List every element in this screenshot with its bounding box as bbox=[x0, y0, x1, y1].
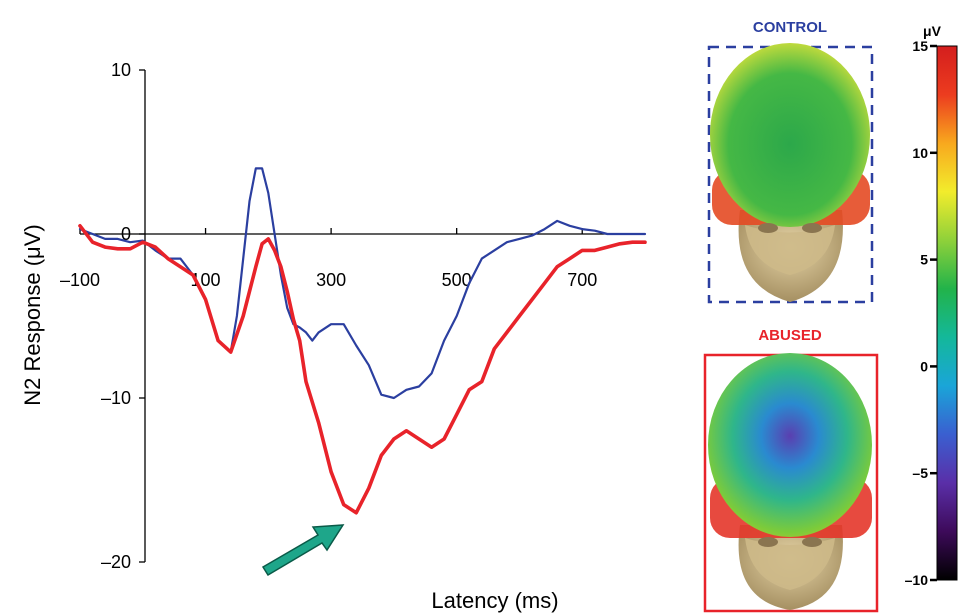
y-tick-label: –20 bbox=[101, 552, 131, 572]
abused-head-map bbox=[708, 353, 872, 610]
y-tick-label: –10 bbox=[101, 388, 131, 408]
y-tick-label: 0 bbox=[121, 224, 131, 244]
colorbar-tick-label: 15 bbox=[912, 38, 928, 54]
colorbar-tick-label: 5 bbox=[920, 252, 928, 268]
y-ticks: 10 0 –10 –20 bbox=[101, 60, 145, 572]
x-tick-label: –100 bbox=[60, 270, 100, 290]
control-head-panel: CONTROL bbox=[707, 19, 874, 304]
colorbar-tick-label: 10 bbox=[912, 145, 928, 161]
colorbar-gradient bbox=[936, 45, 958, 581]
control-head-map bbox=[710, 43, 870, 302]
colorbar: μV 15 10 5 0 –5 –10 bbox=[905, 23, 958, 588]
series-line-2 bbox=[78, 224, 647, 515]
annotation-arrow-shape bbox=[261, 524, 345, 577]
series-layer bbox=[78, 167, 647, 515]
x-tick-label: 300 bbox=[316, 270, 346, 290]
colorbar-ticks: 15 10 5 0 –5 –10 bbox=[905, 38, 937, 588]
colorbar-tick-label: 0 bbox=[920, 358, 928, 374]
control-frame bbox=[707, 45, 874, 304]
abused-label: ABUSED bbox=[758, 327, 822, 344]
series-line-1 bbox=[78, 167, 647, 400]
control-label: CONTROL bbox=[753, 19, 827, 36]
colorbar-tick-label: –5 bbox=[912, 465, 928, 481]
x-ticks: –100 100 300 500 700 bbox=[60, 228, 597, 290]
plot-axes: –100 100 300 500 700 100–10–20 bbox=[60, 60, 645, 572]
abused-head-panel: ABUSED bbox=[703, 327, 879, 613]
x-axis-title: Latency (ms) bbox=[431, 588, 558, 613]
x-tick-label: 700 bbox=[567, 270, 597, 290]
annotation-arrow bbox=[261, 524, 345, 577]
y-axis-title: N2 Response (μV) bbox=[20, 224, 45, 405]
x-tick-label: 500 bbox=[442, 270, 472, 290]
y-tick-label: 10 bbox=[111, 60, 131, 80]
colorbar-unit-label: μV bbox=[923, 23, 942, 39]
colorbar-tick-label: –10 bbox=[905, 572, 929, 588]
